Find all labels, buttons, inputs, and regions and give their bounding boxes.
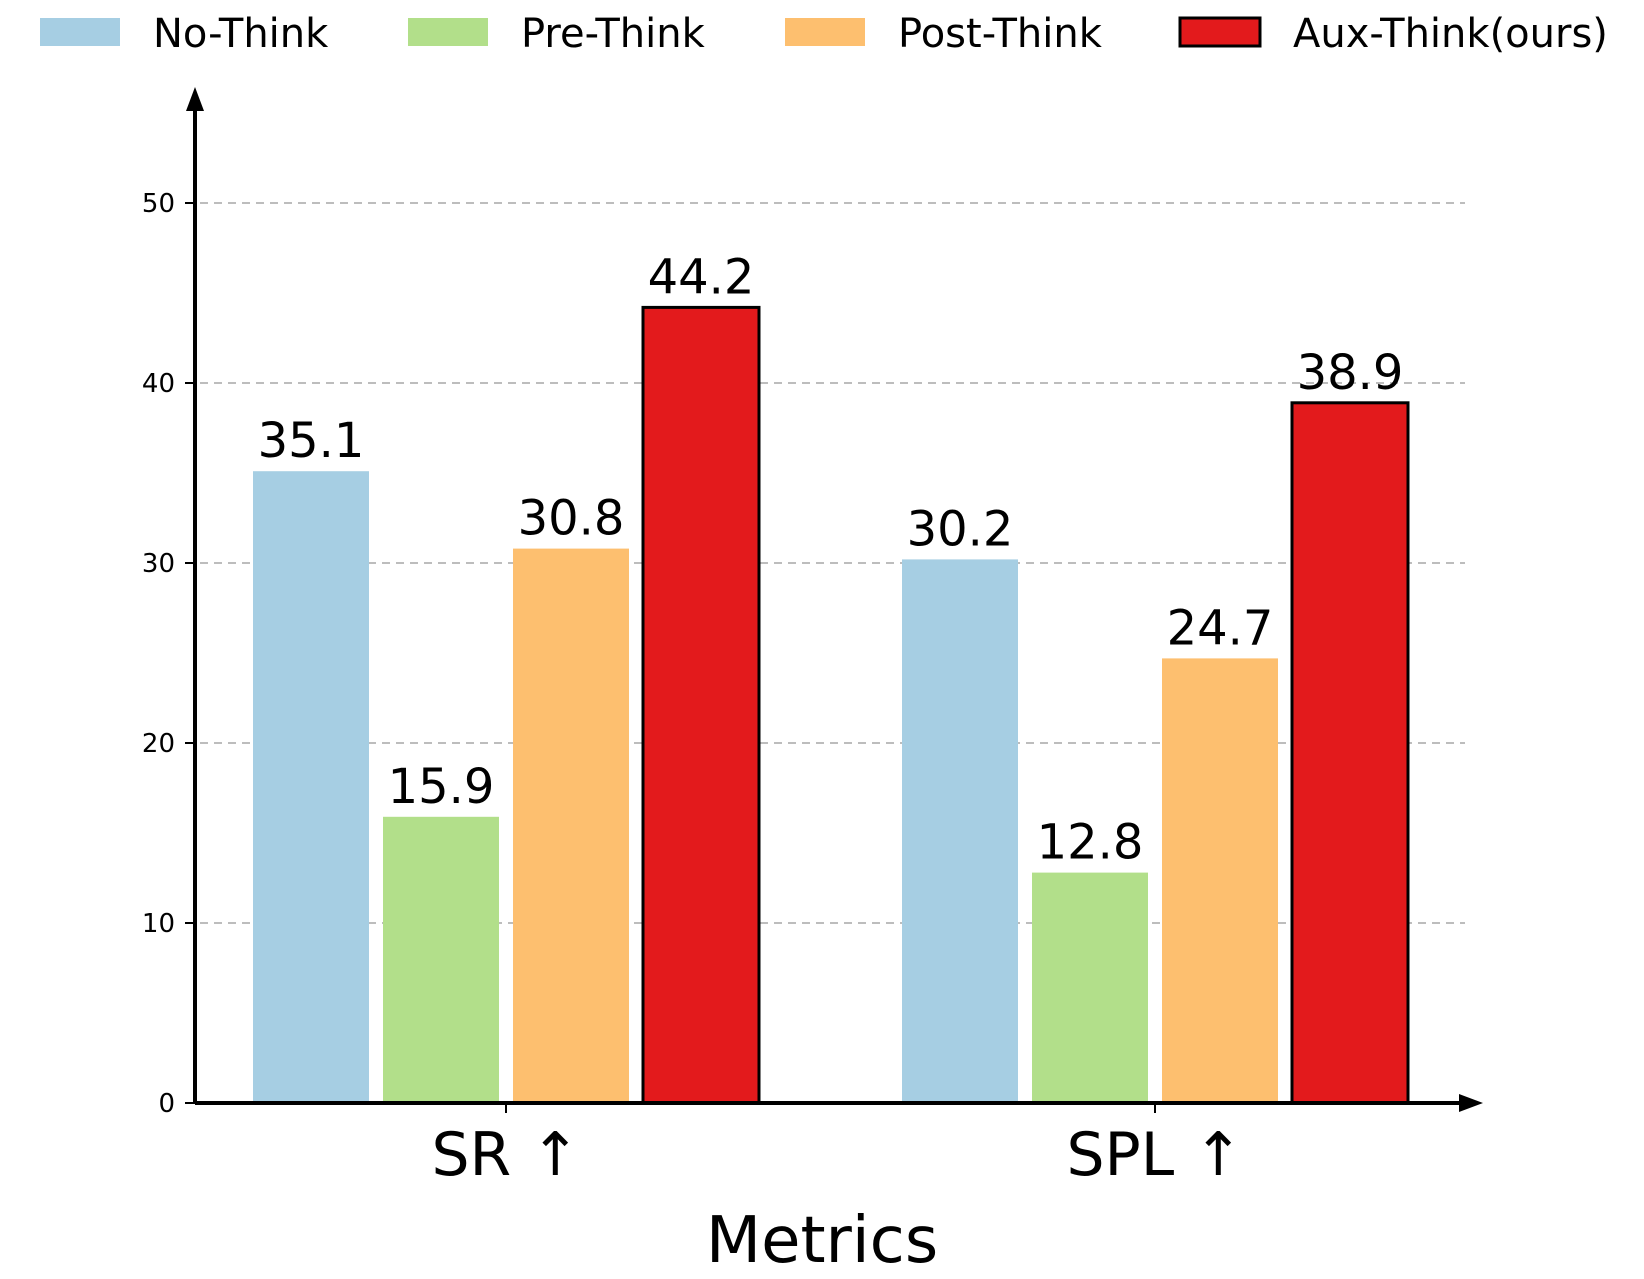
y-tick-label-50: 50: [142, 189, 175, 219]
legend-swatch-post-think: [785, 18, 865, 46]
value-label-aux-think-ours-sr: 44.2: [648, 249, 755, 305]
y-tick-label-0: 0: [158, 1089, 175, 1119]
bar-aux-think-ours-spl: [1290, 401, 1410, 1105]
value-label-post-think-spl: 24.7: [1167, 600, 1274, 656]
bar-no-think-spl: [902, 559, 1018, 1103]
legend-label-post-think: Post-Think: [898, 11, 1103, 57]
value-label-aux-think-ours-spl: 38.9: [1297, 345, 1404, 401]
bar-post-think-sr: [513, 548, 629, 1103]
legend: No-Think Pre-Think Post-Think Aux-Think(our…: [40, 11, 1608, 57]
value-label-no-think-sr: 35.1: [258, 413, 365, 469]
labels: 0 10 20 30 40 50 35.1 30.2 15.9 12.8 30.8 24.7 44.2 3…: [142, 189, 1404, 1278]
y-tick-label-40: 40: [142, 369, 175, 399]
bar-no-think-sr: [253, 471, 369, 1103]
legend-label-aux-think-ours: Aux-Think(ours): [1293, 11, 1608, 57]
bar-post-think-spl: [1162, 658, 1278, 1103]
value-label-pre-think-sr: 15.9: [388, 759, 495, 815]
value-label-pre-think-spl: 12.8: [1037, 815, 1144, 871]
y-tick-label-20: 20: [142, 729, 175, 759]
y-tick-label-10: 10: [142, 909, 175, 939]
legend-label-no-think: No-Think: [153, 11, 329, 57]
x-category-label-sr: SR ↑: [431, 1120, 580, 1190]
bar-aux-think-ours-sr: [641, 305, 761, 1105]
legend-label-pre-think: Pre-Think: [521, 11, 706, 57]
axes: [185, 87, 1483, 1113]
value-label-no-think-spl: 30.2: [907, 501, 1014, 557]
legend-swatch-aux-think-ours: [1178, 16, 1262, 48]
x-axis-arrow: [1459, 1094, 1483, 1112]
legend-swatch-pre-think: [408, 18, 488, 46]
bar-pre-think-spl: [1032, 872, 1148, 1103]
bar-pre-think-sr: [383, 816, 499, 1103]
bars: [253, 305, 1410, 1105]
legend-swatch-no-think: [40, 18, 120, 46]
y-axis-arrow: [186, 87, 204, 111]
value-label-post-think-sr: 30.8: [518, 491, 625, 547]
y-tick-label-30: 30: [142, 549, 175, 579]
x-category-label-spl: SPL ↑: [1066, 1120, 1243, 1190]
x-axis-title: Metrics: [706, 1204, 938, 1278]
